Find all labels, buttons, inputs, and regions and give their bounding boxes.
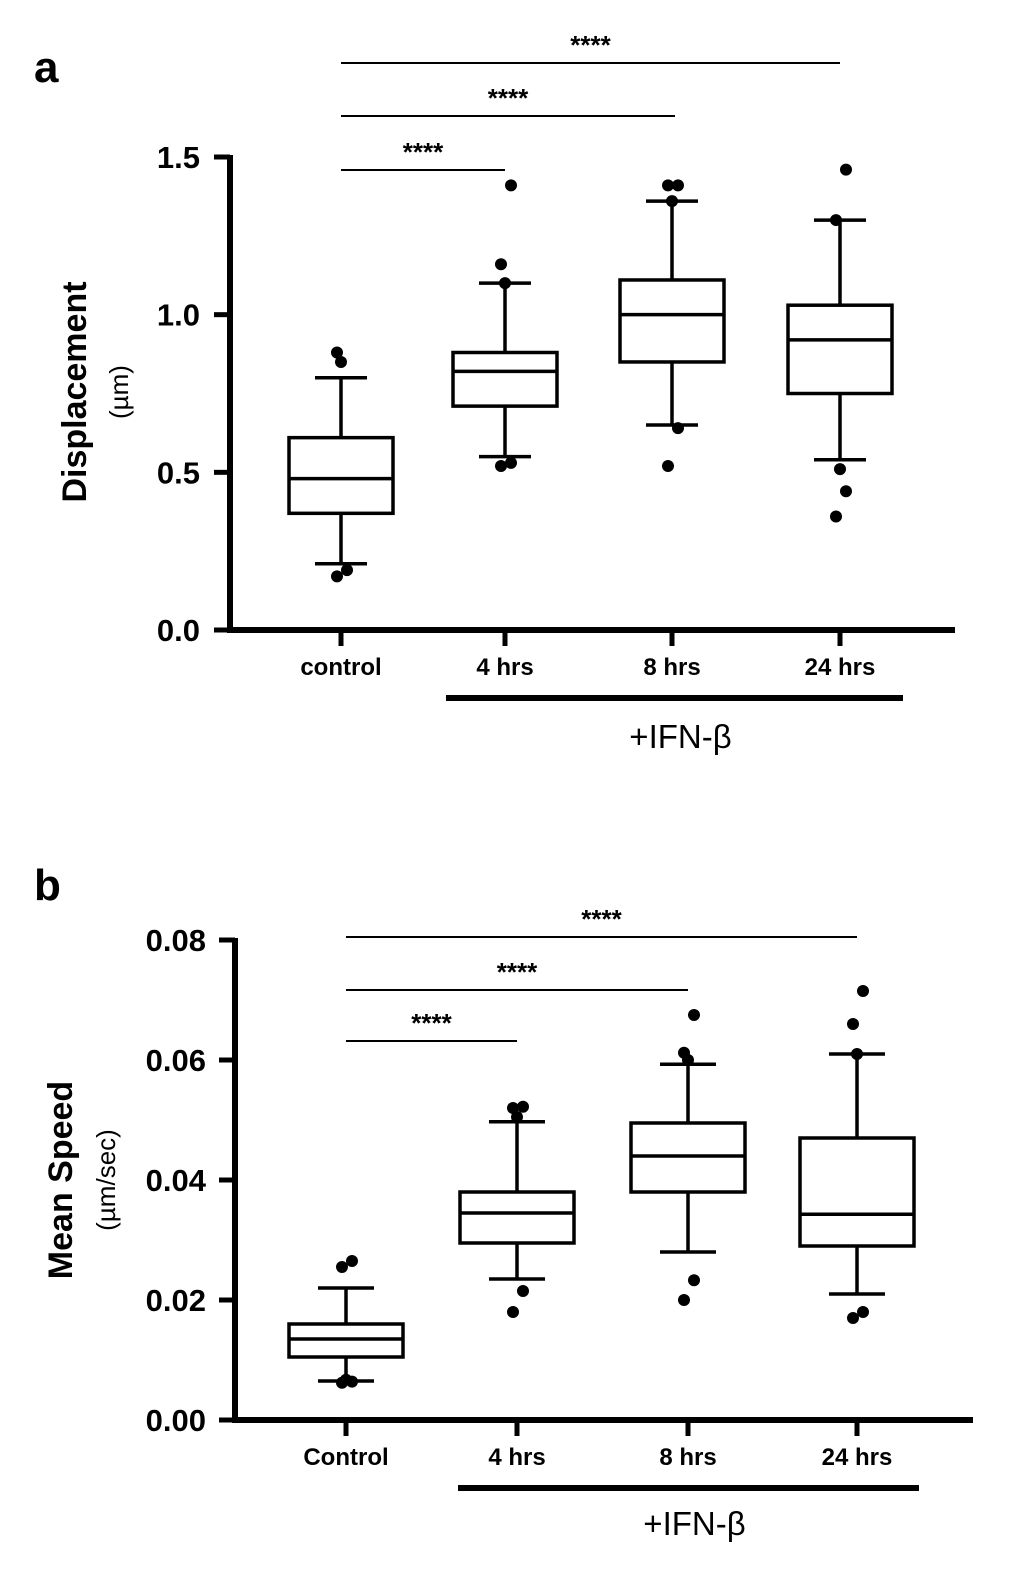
outlier-point: [331, 570, 343, 583]
outlier-point: [847, 1018, 859, 1030]
box-iqr: [458, 1190, 576, 1245]
b-box-3: [798, 985, 916, 1324]
b-group-label: +IFN-β: [643, 1505, 745, 1542]
a-significance-label: ****: [488, 83, 529, 113]
panel-a: a 0.0 0.5 1.0 1.5 Displacement (µm) control 4 h…: [34, 30, 955, 755]
a-box-3: [786, 163, 894, 523]
b-y-tick-label: 0.06: [146, 1043, 206, 1078]
outlier-point: [840, 485, 852, 498]
a-box-0: [287, 346, 395, 583]
outlier-point: [495, 460, 507, 473]
a-y-axis-title: Displacement: [56, 281, 94, 502]
outlier-point: [830, 214, 842, 227]
b-y-tick-label: 0.02: [146, 1283, 206, 1318]
outlier-point: [847, 1312, 859, 1324]
outlier-point: [335, 355, 347, 368]
b-x-tick-label: 4 hrs: [488, 1444, 545, 1471]
outlier-point: [505, 456, 517, 469]
a-group-label: +IFN-β: [629, 718, 731, 755]
outlier-point: [346, 1255, 358, 1267]
outlier-point: [851, 1048, 863, 1060]
outlier-point: [662, 460, 674, 473]
a-y-tick-label: 1.0: [157, 298, 200, 333]
outlier-point: [840, 163, 852, 176]
b-significance-label: ****: [497, 957, 538, 987]
outlier-point: [511, 1111, 523, 1123]
b-x-tick-label: 8 hrs: [659, 1444, 716, 1471]
b-significance-label: ****: [581, 904, 622, 934]
panel-a-letter: a: [34, 43, 59, 92]
outlier-point: [834, 463, 846, 476]
outlier-point: [507, 1102, 519, 1114]
outlier-point: [517, 1285, 529, 1297]
outlier-point: [499, 277, 511, 290]
b-y-axis-title: Mean Speed: [42, 1081, 80, 1279]
outlier-point: [341, 564, 353, 577]
outlier-point: [678, 1046, 690, 1059]
a-x-tick-label: control: [300, 654, 381, 681]
box-iqr: [287, 435, 395, 516]
outlier-point: [495, 258, 507, 271]
outlier-point: [517, 1100, 529, 1113]
outlier-point: [336, 1261, 348, 1273]
outlier-point: [672, 422, 684, 435]
b-box-0: [287, 1255, 405, 1389]
box-iqr: [618, 278, 726, 364]
a-y-tick-label: 0.5: [157, 455, 200, 490]
outlier-point: [857, 1306, 869, 1318]
b-significance-label: ****: [411, 1008, 452, 1038]
a-x-tick-label: 24 hrs: [805, 654, 876, 681]
panel-b: b 0.00 0.02 0.04 0.06 0.08 Mean Speed (µm/sec)…: [34, 861, 973, 1542]
b-x-tick-label: 24 hrs: [822, 1444, 893, 1471]
outlier-point: [662, 179, 674, 192]
a-significance-label: ****: [403, 137, 444, 167]
outlier-point: [857, 985, 869, 997]
b-x-tick-label: Control: [303, 1444, 388, 1471]
a-y-tick-label: 0.0: [157, 613, 200, 648]
a-box-2: [618, 179, 726, 473]
b-box-2: [629, 1009, 747, 1306]
outlier-point: [688, 1274, 700, 1287]
box-iqr: [786, 303, 894, 396]
outlier-point: [830, 510, 842, 523]
a-y-tick-label: 1.5: [157, 140, 200, 175]
box-iqr: [451, 350, 559, 408]
a-x-tick-label: 4 hrs: [476, 654, 533, 681]
outlier-point: [340, 1373, 352, 1386]
outlier-point: [505, 179, 517, 192]
outlier-point: [688, 1009, 700, 1021]
outlier-point: [507, 1306, 519, 1318]
b-y-tick-label: 0.04: [146, 1163, 207, 1198]
a-significance-label: ****: [570, 30, 611, 60]
b-y-tick-label: 0.00: [146, 1403, 206, 1438]
b-y-axis-unit: (µm/sec): [91, 1129, 121, 1231]
box-iqr: [798, 1136, 916, 1248]
panel-b-letter: b: [34, 861, 61, 910]
a-x-tick-label: 8 hrs: [643, 654, 700, 681]
b-box-1: [458, 1100, 576, 1318]
outlier-point: [672, 179, 684, 192]
outlier-point: [666, 195, 678, 208]
a-box-1: [451, 179, 559, 473]
a-y-axis-unit: (µm): [104, 365, 134, 419]
b-y-tick-label: 0.08: [146, 923, 206, 958]
outlier-point: [678, 1294, 690, 1306]
outlier-point: [331, 346, 343, 359]
